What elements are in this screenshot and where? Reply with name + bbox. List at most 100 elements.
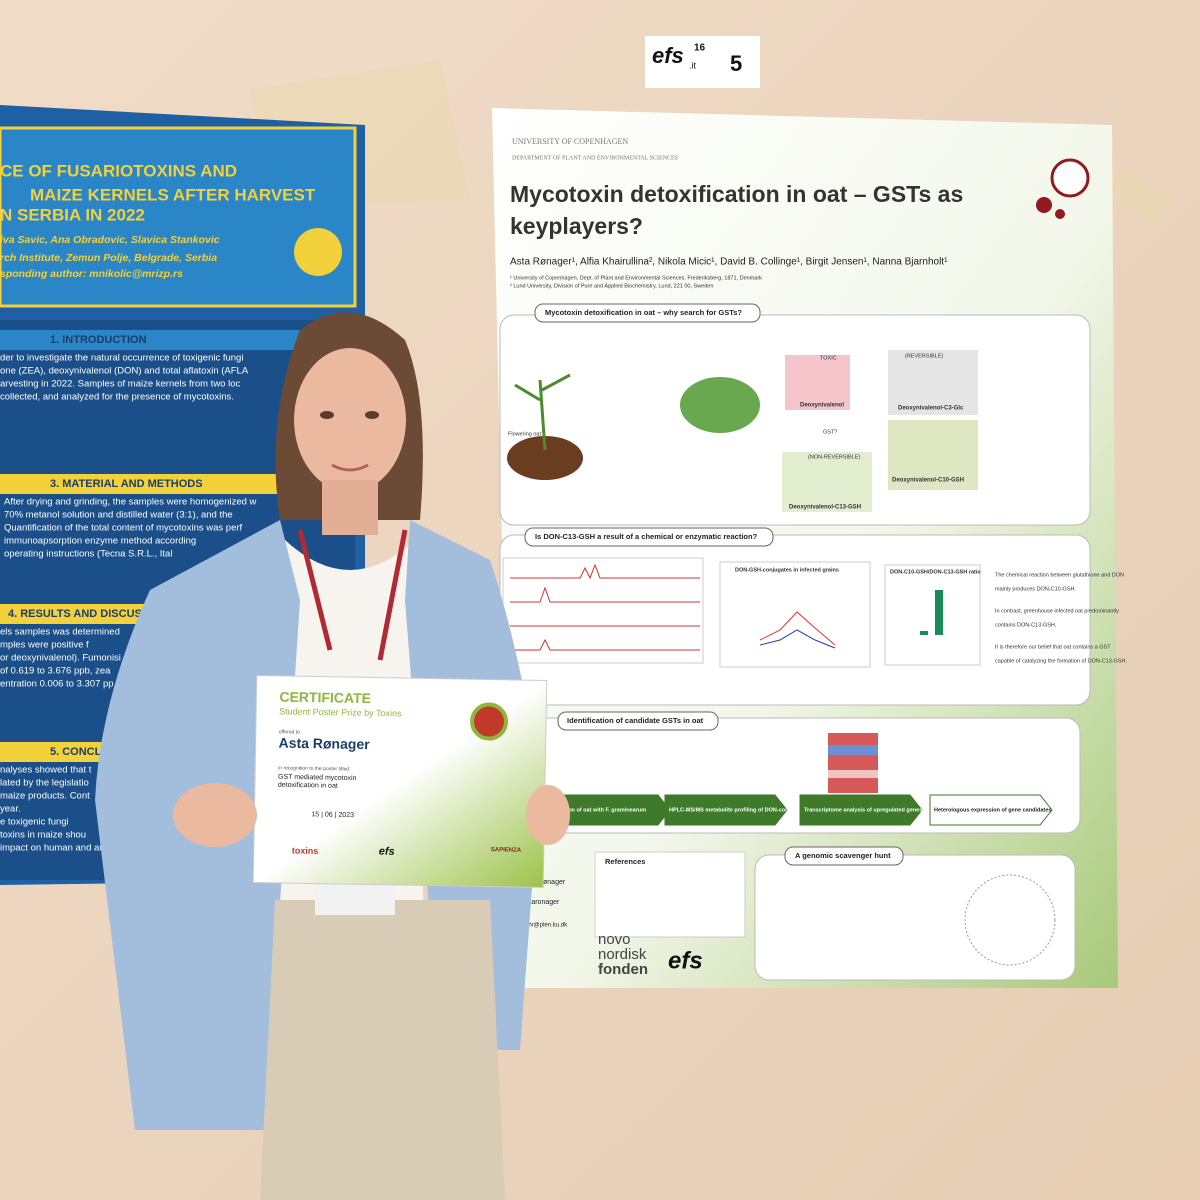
poster-title: Mycotoxin detoxification in oat – GSTs a…	[510, 181, 963, 207]
soil	[507, 436, 583, 480]
step-label: Heterologous expression of gene candidat…	[934, 807, 1051, 813]
neck	[322, 480, 378, 535]
efs-logo: efs	[379, 846, 395, 858]
section-text: toxins in maize shou	[0, 830, 86, 841]
step-arrow	[929, 794, 1053, 826]
step-label: Transcriptome analysis of upregulated ge…	[804, 807, 961, 813]
trend	[759, 611, 836, 646]
left-title: N SERBIA IN 2022	[0, 205, 145, 224]
oat-plant	[514, 373, 571, 451]
right-poster: UNIVERSITY OF COPENHAGEN DEPARTMENT OF P…	[492, 108, 1128, 988]
section-text: 70% metanol solution and distilled water…	[4, 510, 233, 521]
section-heading-bar	[0, 330, 355, 350]
step-arrow	[664, 794, 788, 826]
step-label: Infection of oat with F. graminearum	[552, 807, 646, 813]
section-text: lated by the legislatio	[0, 778, 89, 789]
sponsor: novo	[598, 931, 631, 948]
chart-title: DON-GSH-conjugates in infected grains	[735, 567, 839, 573]
dot	[1055, 209, 1065, 219]
section-text: Quantification of the total content of m…	[4, 523, 243, 534]
section-text: operating instructions (Tecna S.R.L., It…	[4, 549, 172, 560]
conclusion-text: In contrast, greenhouse infected oat pre…	[995, 608, 1119, 614]
sign-number: 5	[730, 51, 742, 76]
chart-title: DON-C10-GSH/DON-C13-GSH ratio	[890, 569, 981, 575]
section-text: of 0.619 to 3.676 ppb, zea	[0, 666, 111, 677]
seal	[470, 702, 509, 741]
recipient: Asta Rønager	[278, 735, 370, 753]
section-text: or deoxynivalenol). Fumonisi	[0, 653, 121, 664]
section-title: Is DON-C13-GSH a result of a chemical or…	[535, 532, 758, 541]
conclusion-text: It is therefore our belief that oat cont…	[995, 644, 1111, 650]
poster-title: GST mediated mycotoxin	[278, 774, 357, 782]
sign-logo: efs	[652, 43, 684, 68]
section-tab	[557, 711, 719, 731]
eye	[320, 411, 334, 419]
trace	[510, 563, 700, 651]
poster-authors: Asta Rønager¹, Alfia Khairullina², Nikol…	[510, 257, 948, 268]
sponsor: nordisk	[598, 946, 647, 963]
section-text: entration 0.006 to 3.307 pp	[0, 679, 114, 690]
section-text: After drying and grinding, the samples w…	[4, 497, 257, 508]
heatmap-row	[828, 770, 878, 778]
bar-chart	[884, 564, 981, 666]
hand	[526, 785, 570, 845]
bar	[935, 590, 943, 635]
contact: Asta Rønager	[522, 879, 566, 886]
seal	[1050, 158, 1090, 198]
section-text: mples were positive f	[0, 640, 89, 651]
section-title: References	[605, 857, 645, 866]
section-text: immunoapsorption enzyme method according	[4, 536, 196, 547]
label: GST?	[823, 429, 837, 435]
sign-logo-sup: 16	[694, 43, 706, 54]
section-text: collected, and analyzed for the presence…	[0, 392, 234, 403]
conclusion-text: mainly produces DON-C10-GSH.	[995, 586, 1076, 592]
section-text: arvesting in 2022. Samples of maize kern…	[0, 379, 240, 390]
eye	[365, 411, 379, 419]
section-title: Identification of candidate GSTs in oat	[567, 716, 704, 725]
section-tab	[524, 527, 774, 547]
section-text: der to investigate the natural occurrenc…	[0, 353, 243, 364]
phylogeny	[964, 874, 1056, 966]
poster-title: keyplayers?	[510, 213, 643, 239]
steps: Infection of oat with F. graminearum HPLC…	[547, 794, 1053, 826]
label: (REVERSIBLE)	[905, 353, 943, 359]
affiliation: ² Lund University, Division of Pure and …	[510, 283, 713, 289]
journal: toxins	[292, 845, 319, 855]
section-text: nalyses showed that t	[0, 765, 92, 776]
trend	[759, 629, 836, 649]
section-text: maize products. Cont	[0, 791, 90, 802]
affiliation: ¹ University of Copenhagen, Dept. of Pla…	[510, 275, 762, 281]
section-title: A genomic scavenger hunt	[795, 851, 891, 860]
university: UNIVERSITY OF COPENHAGEN	[512, 137, 628, 146]
heatmap-row	[828, 745, 878, 755]
sign: efs 16 .it 5	[645, 36, 760, 88]
section-text: els samples was determined	[0, 627, 120, 638]
logo	[294, 228, 342, 276]
lanyard	[297, 529, 408, 661]
poster-header	[0, 126, 357, 308]
certificate-title: CERTIFICATE	[279, 689, 371, 707]
molecule: Deoxynivalenol-C10-GSH	[892, 478, 964, 484]
label: Flowering oat	[508, 431, 541, 437]
poster-title: detoxification in oat	[278, 782, 338, 790]
recognition: in recognition to the poster titled	[278, 765, 349, 772]
chromatogram	[502, 557, 704, 664]
conclusion-text: capable of catalyzing the formation of D…	[995, 658, 1128, 664]
molecule-box	[782, 452, 872, 512]
section-heading: 1. INTRODUCTION	[50, 334, 147, 346]
section-text: one (ZEA), deoxynivalenol (DON) and tota…	[0, 366, 249, 377]
step-label: HPLC-MS/MS metabolite profiling of DON-c…	[669, 807, 847, 813]
section-heading-bar	[0, 474, 355, 494]
sign-card	[645, 36, 760, 88]
left-title: CE OF FUSARIOTOXINS AND	[0, 161, 237, 180]
left-authors: rch Institute, Zemun Polje, Belgrade, Se…	[0, 252, 217, 264]
university: SAPIENZA	[491, 847, 522, 854]
section-tab	[534, 303, 761, 323]
certificate: CERTIFICATE Student Poster Prize by Toxi…	[252, 674, 548, 889]
efs-logo: efs	[668, 947, 703, 974]
label: TOXIC	[820, 355, 837, 361]
contact: ashr@plen.ku.dk	[522, 923, 568, 929]
certificate-subtitle: Student Poster Prize by Toxins	[279, 706, 402, 718]
step-arrow	[799, 794, 923, 826]
